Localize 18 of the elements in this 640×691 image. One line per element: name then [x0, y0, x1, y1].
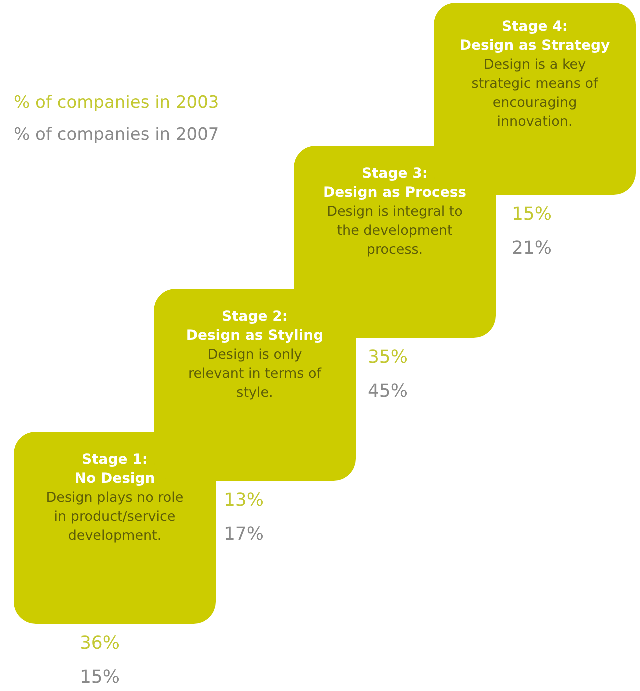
- text: Design is a key strategic means of encouraging innovation.: [472, 57, 600, 130]
- text: Design is integral to the development process.: [327, 204, 463, 258]
- legend-label: % of companies in 2007: [14, 125, 220, 145]
- category-label: Stage 3: Design as Process: [323, 166, 467, 201]
- data-label: 13%: [224, 490, 264, 511]
- legend-label: % of companies in 2003: [14, 93, 220, 113]
- text: Design is only relevant in terms of style.: [188, 347, 323, 401]
- data-label: 45%: [368, 381, 408, 402]
- category-label: Stage 2: Design as Styling: [186, 309, 324, 344]
- data-label: 15%: [512, 204, 552, 225]
- data-label: 17%: [224, 524, 264, 545]
- text: Design plays no role in product/service development.: [46, 490, 184, 544]
- data-label: 21%: [512, 238, 552, 259]
- data-label: 35%: [368, 347, 408, 368]
- data-label: 36%: [80, 633, 120, 654]
- category-label: Stage 1: No Design: [74, 452, 156, 487]
- category-label: Stage 4: Design as Strategy: [460, 19, 610, 54]
- data-label: 15%: [80, 667, 120, 688]
